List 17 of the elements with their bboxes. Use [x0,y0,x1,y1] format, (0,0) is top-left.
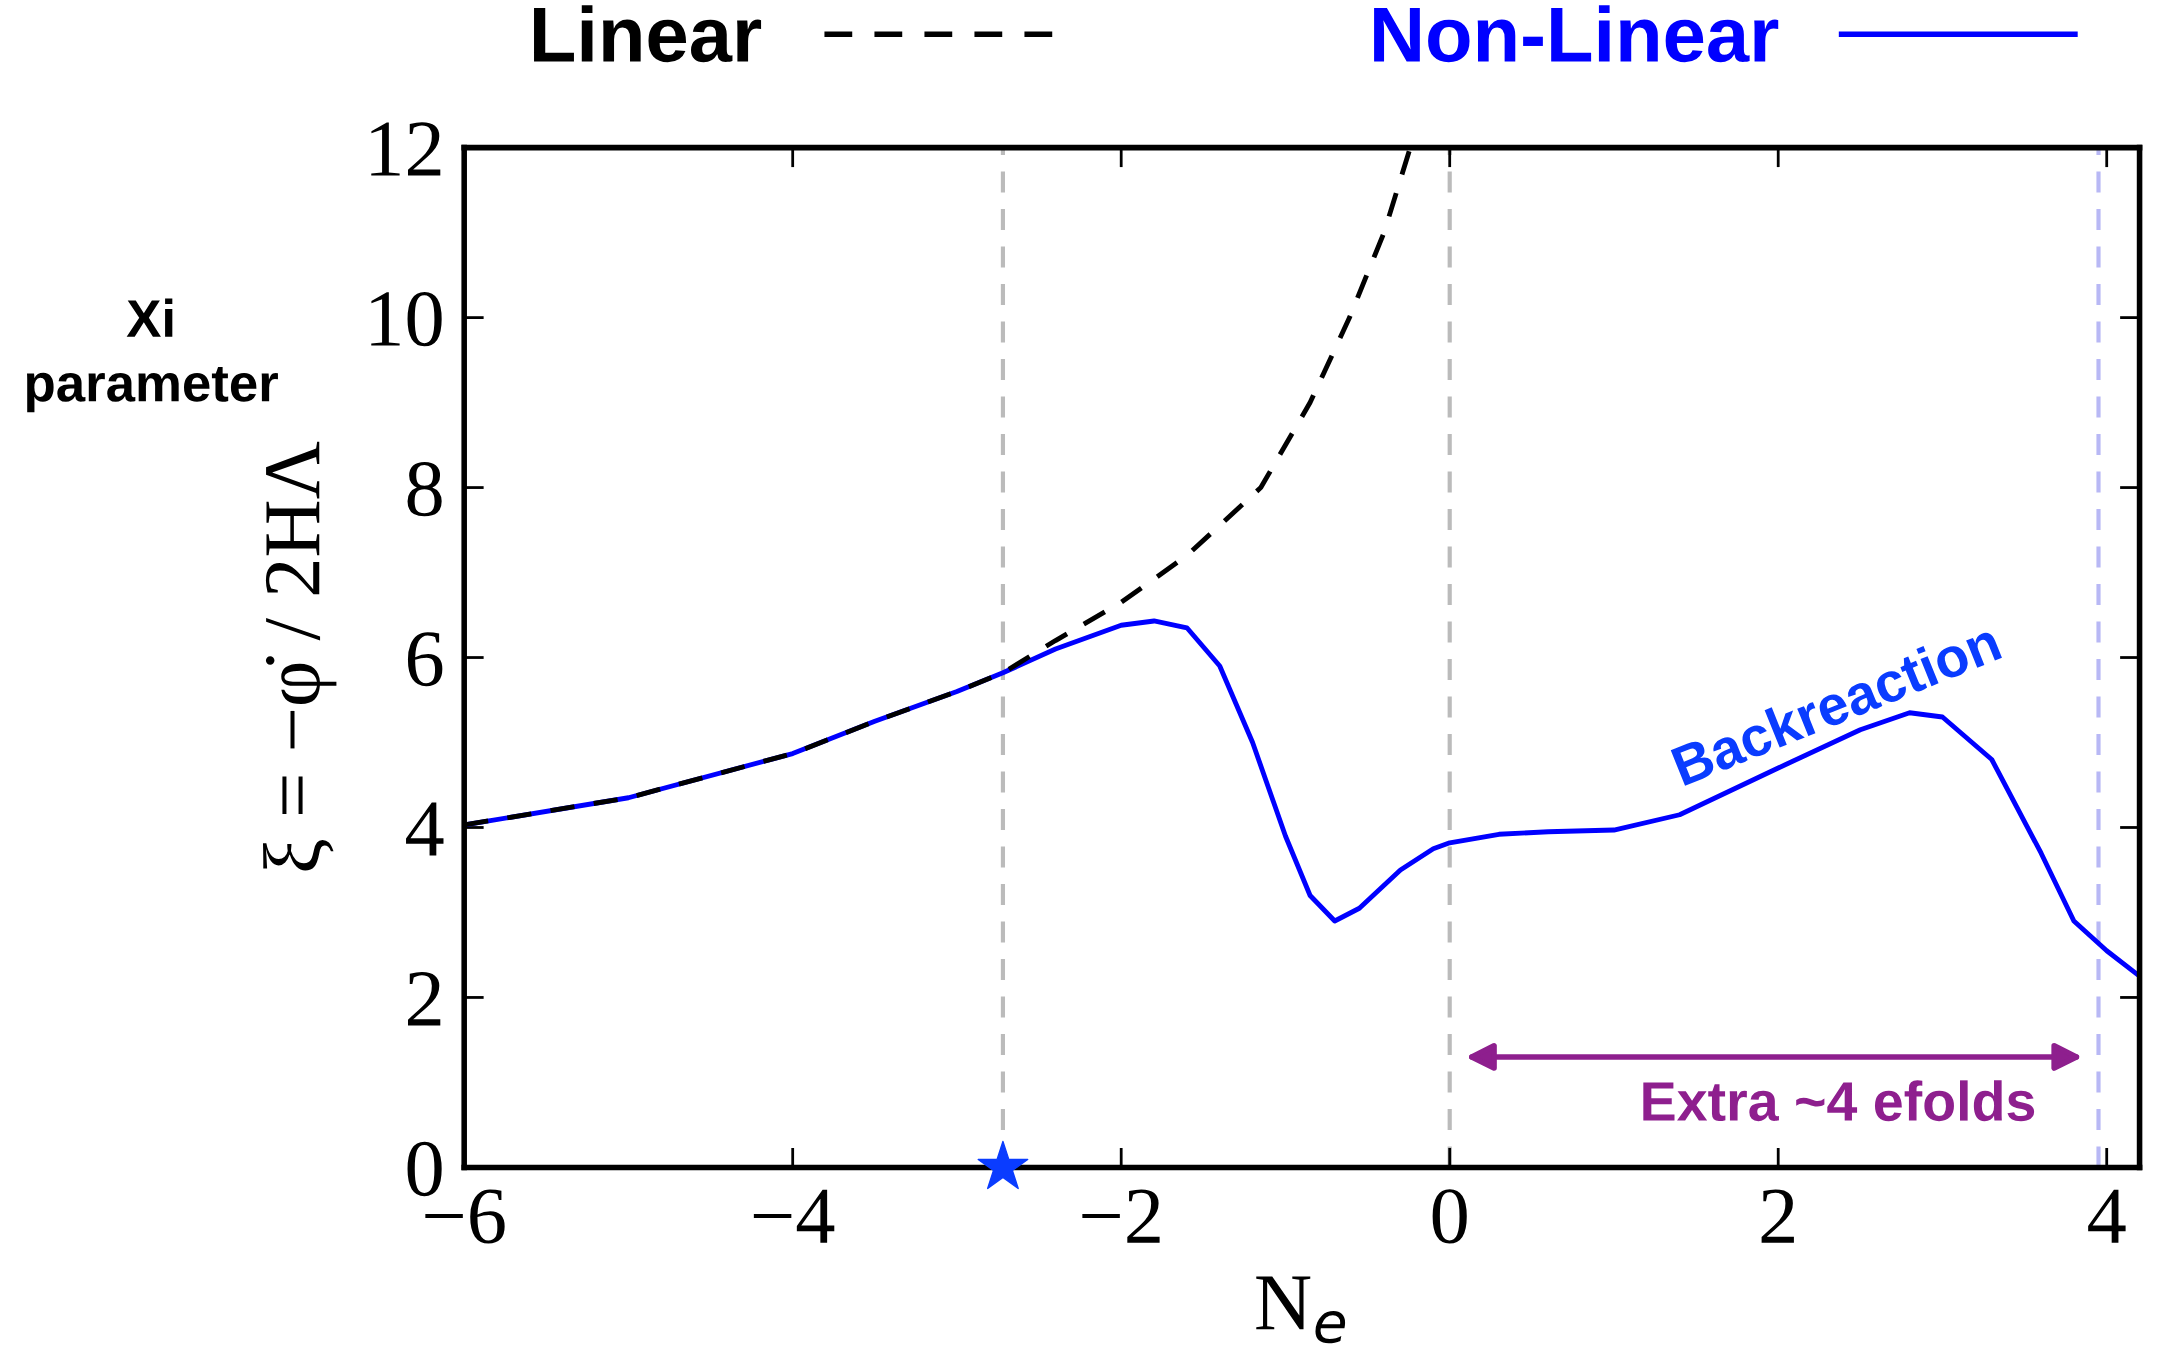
y-tick-label: 6 [407,632,443,687]
x-tick-label: −2 [1082,1189,1160,1243]
y-tick-label: 8 [407,461,442,517]
x-tick-label: 0 [1432,1189,1467,1244]
y-tick-label: 12 [371,122,441,176]
x-tick-label: 4 [2088,1189,2126,1243]
legend-label: Linear [534,5,762,63]
y-tick-label: 2 [408,972,441,1026]
y-tick-label: 10 [371,291,442,347]
text: Xi parameter [27,298,278,413]
x-tick-label: −4 [753,1189,835,1243]
y-axis-title: ξ = −φ̇ / 2HΛ [262,441,337,871]
annotation: Extra ~4 efolds [1643,1080,2035,1122]
y-tick-label: 4 [406,802,444,856]
legend-label: Non-Linear [1374,5,1779,63]
x-tick-label: 2 [1761,1189,1794,1243]
x-axis-title: N$_{e}$ [1256,1276,1346,1344]
